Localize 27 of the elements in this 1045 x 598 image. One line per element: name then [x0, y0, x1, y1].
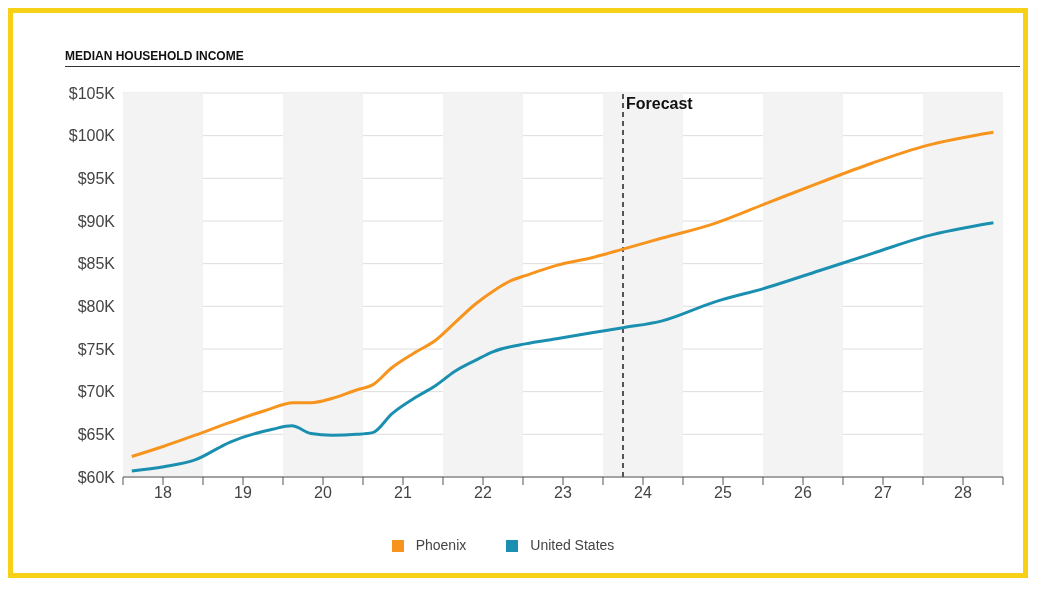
x-tick-label: 25: [714, 484, 732, 502]
x-tick-label: 22: [474, 484, 492, 502]
legend-label: United States: [530, 537, 615, 553]
chart-title: MEDIAN HOUSEHOLD INCOME: [65, 49, 1020, 67]
legend-label: Phoenix: [415, 537, 467, 553]
y-tick-label: $105K: [68, 84, 116, 102]
y-tick-label: $100K: [68, 127, 116, 145]
x-tick-label: 24: [634, 484, 652, 502]
x-tick-label: 19: [234, 484, 252, 502]
y-tick-label: $90K: [77, 212, 116, 230]
x-tick-label: 21: [394, 484, 412, 502]
x-tick-label: 28: [954, 484, 972, 502]
x-tick-label: 26: [794, 484, 812, 502]
y-tick-label: $70K: [77, 383, 116, 401]
y-tick-label: $85K: [77, 255, 116, 273]
x-tick-label: 27: [874, 484, 892, 502]
line-series: [130, 221, 995, 473]
y-tick-label: $65K: [77, 426, 116, 444]
x-tick-label: 18: [154, 484, 172, 502]
ref-line-label: Forecast: [626, 95, 694, 113]
y-tick-label: $75K: [77, 340, 116, 358]
y-tick-label: $60K: [77, 468, 116, 486]
x-tick-label: 23: [554, 484, 572, 502]
line-series: [130, 130, 995, 459]
x-tick-label: 20: [314, 484, 332, 502]
y-tick-label: $80K: [77, 298, 116, 316]
y-tick-label: $95K: [77, 170, 116, 188]
